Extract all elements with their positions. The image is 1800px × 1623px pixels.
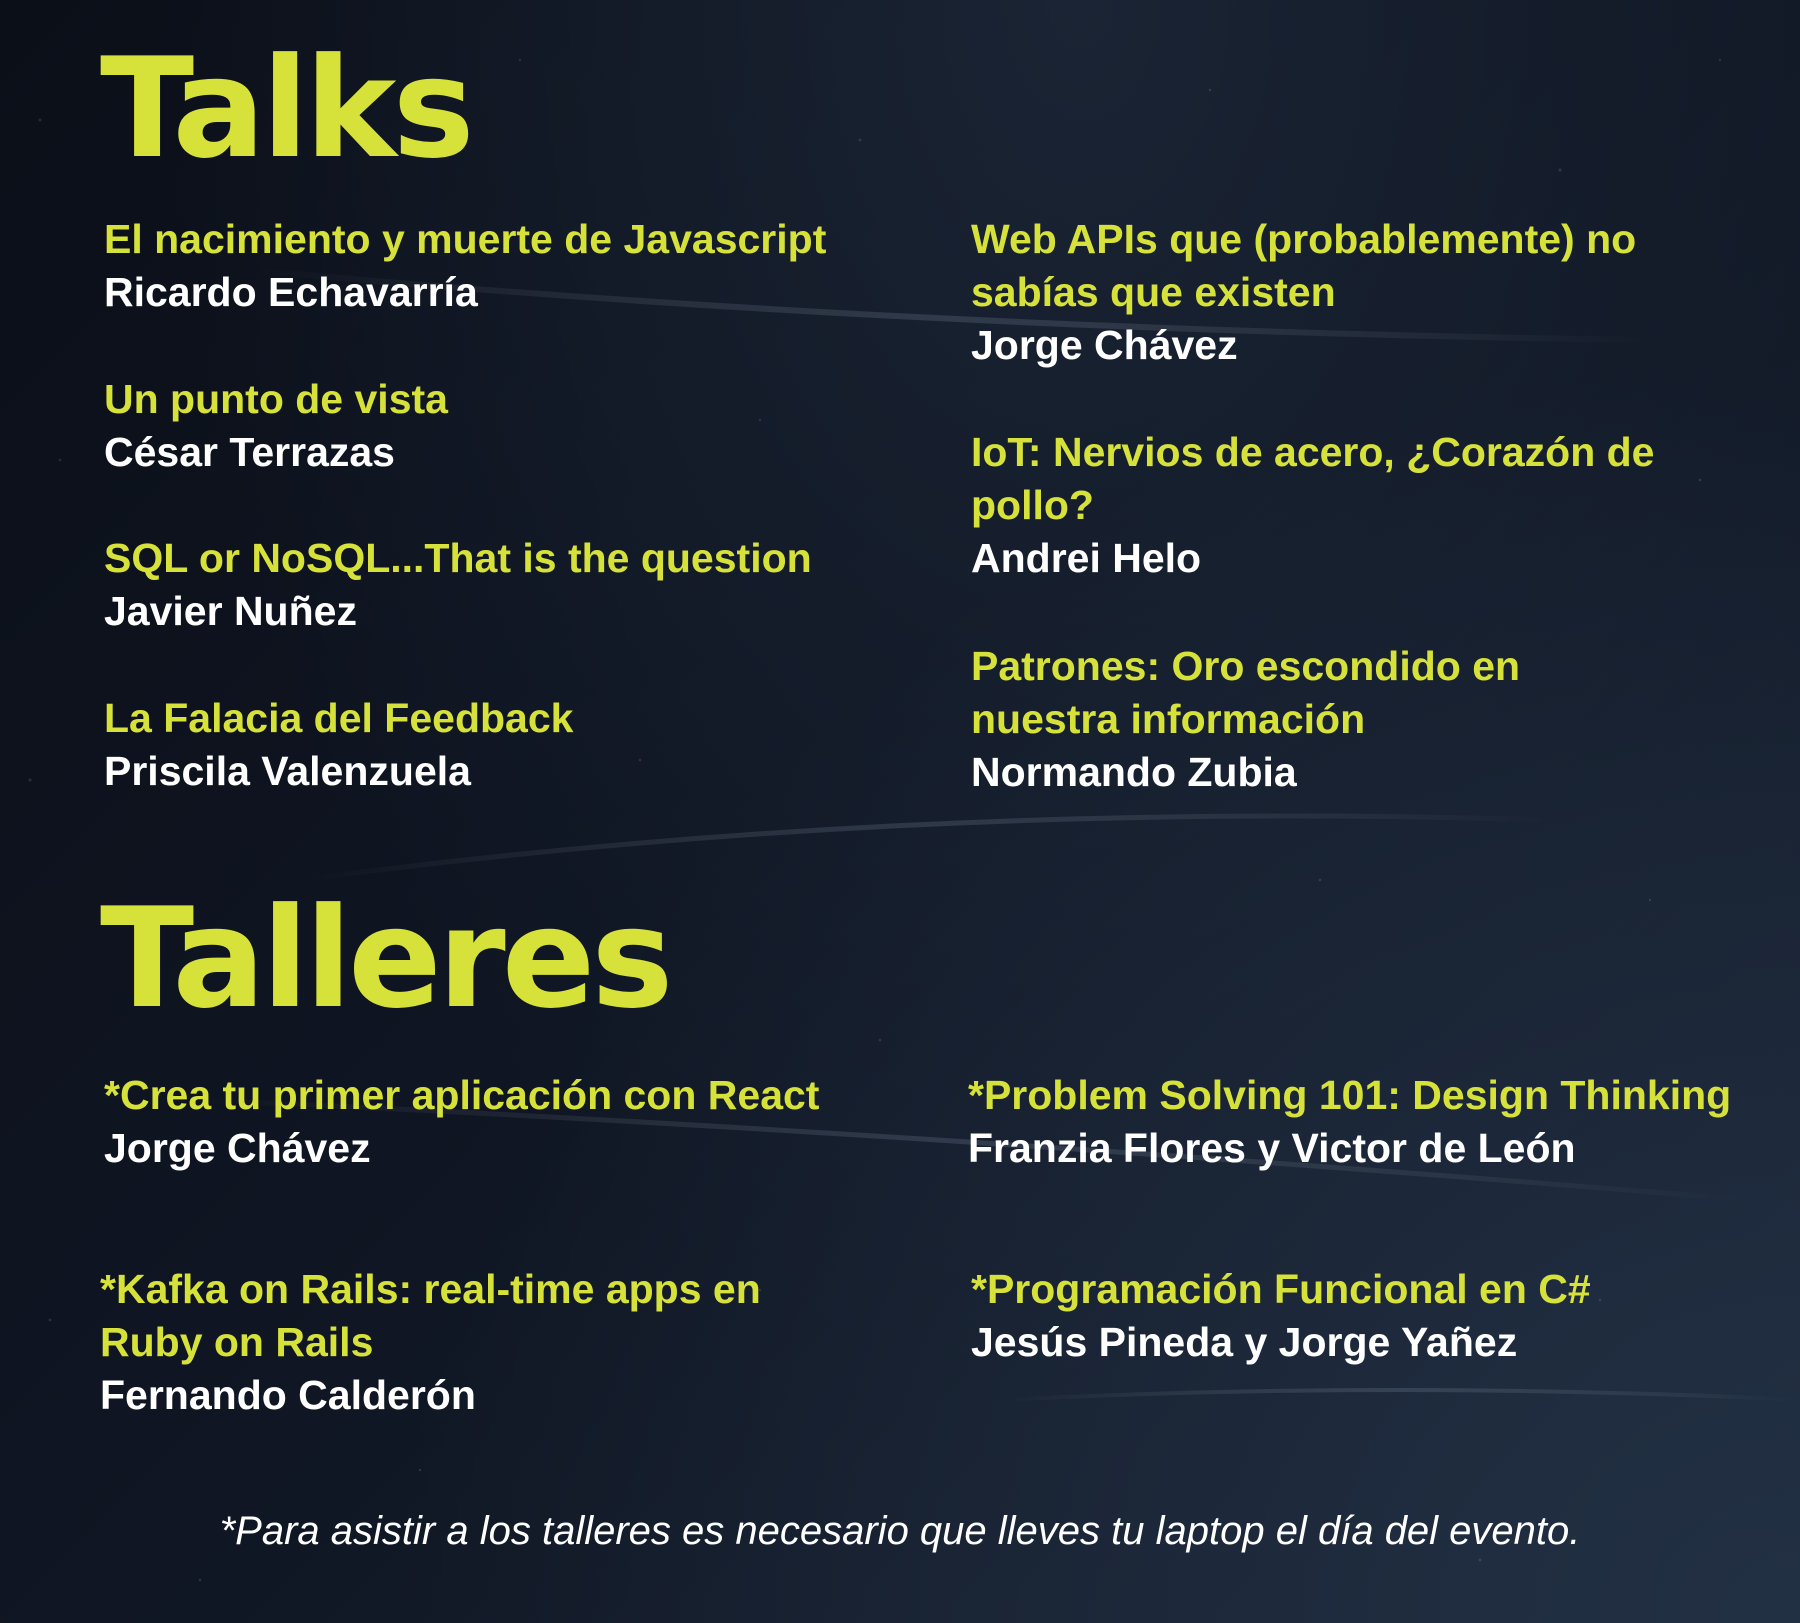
talk-title: IoT: Nervios de acero, ¿Corazón de pollo… bbox=[971, 429, 1655, 528]
talk-entry: Un punto de vista César Terrazas bbox=[104, 373, 904, 479]
workshop-entry: *Crea tu primer aplicación con React Jor… bbox=[104, 1069, 904, 1175]
talk-title: La Falacia del Feedback bbox=[104, 695, 574, 741]
talk-title: Patrones: Oro escondido en nuestra infor… bbox=[971, 643, 1521, 742]
workshop-speaker: Fernando Calderón bbox=[100, 1372, 476, 1418]
workshop-entry: *Kafka on Rails: real-time apps en Ruby … bbox=[100, 1263, 800, 1422]
workshop-title: *Kafka on Rails: real-time apps en Ruby … bbox=[100, 1266, 761, 1365]
talk-speaker: Ricardo Echavarría bbox=[104, 269, 478, 315]
talk-title: Web APIs que (probablemente) no sabías q… bbox=[971, 216, 1637, 315]
workshop-entry: *Problem Solving 101: Design Thinking Fr… bbox=[968, 1069, 1798, 1175]
talk-title: SQL or NoSQL...That is the question bbox=[104, 535, 812, 581]
talk-speaker: César Terrazas bbox=[104, 429, 395, 475]
talk-title: El nacimiento y muerte de Javascript bbox=[104, 216, 827, 262]
talk-entry: El nacimiento y muerte de Javascript Ric… bbox=[104, 213, 904, 319]
talk-speaker: Javier Nuñez bbox=[104, 588, 357, 634]
talk-title: Un punto de vista bbox=[104, 376, 448, 422]
talk-speaker: Jorge Chávez bbox=[971, 322, 1238, 368]
workshop-title: *Programación Funcional en C# bbox=[971, 1266, 1591, 1312]
workshop-footnote: *Para asistir a los talleres es necesari… bbox=[219, 1509, 1581, 1553]
talk-entry: SQL or NoSQL...That is the question Javi… bbox=[104, 532, 904, 638]
talk-speaker: Normando Zubia bbox=[971, 749, 1297, 795]
workshop-speaker: Jesús Pineda y Jorge Yañez bbox=[971, 1319, 1518, 1365]
talk-speaker: Andrei Helo bbox=[971, 535, 1202, 581]
talk-entry: IoT: Nervios de acero, ¿Corazón de pollo… bbox=[971, 426, 1671, 585]
talk-speaker: Priscila Valenzuela bbox=[104, 748, 471, 794]
talk-entry: Patrones: Oro escondido en nuestra infor… bbox=[971, 640, 1671, 799]
workshop-entry: *Programación Funcional en C# Jesús Pine… bbox=[971, 1263, 1771, 1369]
workshop-title: *Crea tu primer aplicación con React bbox=[104, 1072, 820, 1118]
workshop-speaker: Jorge Chávez bbox=[104, 1125, 371, 1171]
talks-heading: Talks bbox=[100, 28, 475, 189]
workshop-speaker: Franzia Flores y Victor de León bbox=[968, 1125, 1576, 1171]
talk-entry: Web APIs que (probablemente) no sabías q… bbox=[971, 213, 1671, 372]
talleres-heading: Talleres bbox=[100, 878, 673, 1039]
talk-entry: La Falacia del Feedback Priscila Valenzu… bbox=[104, 692, 904, 798]
workshop-title: *Problem Solving 101: Design Thinking bbox=[968, 1072, 1732, 1118]
